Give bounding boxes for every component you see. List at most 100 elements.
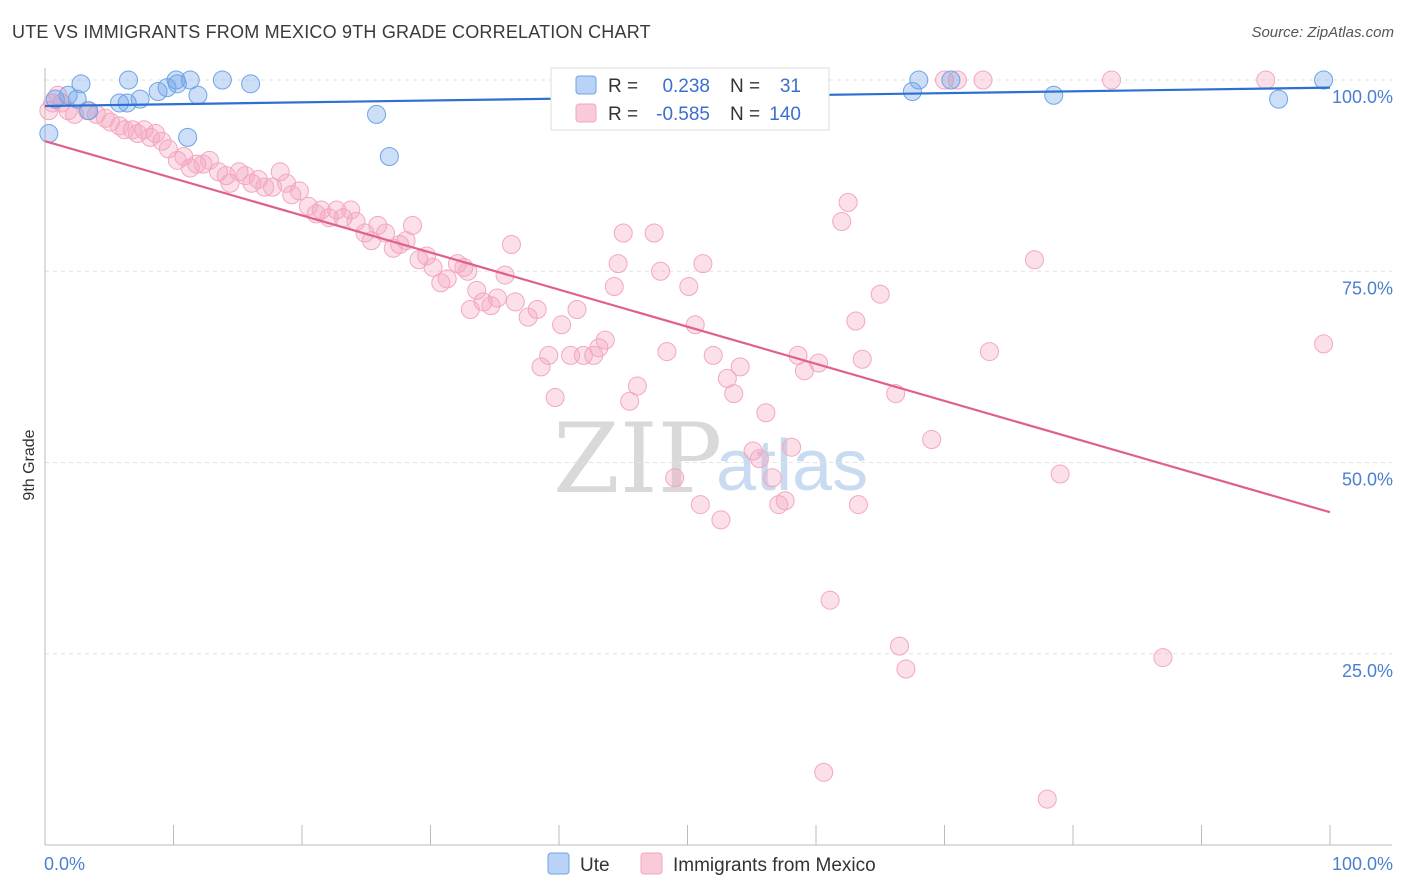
series-legend-label-ute: Ute bbox=[580, 855, 610, 876]
legend-swatch-mexico bbox=[575, 103, 597, 123]
point-ute bbox=[71, 74, 91, 94]
point-mexico bbox=[110, 116, 130, 136]
series-legend: Ute Immigrants from Mexico bbox=[547, 852, 876, 876]
point-ute bbox=[379, 147, 399, 166]
point-mexico bbox=[947, 70, 967, 90]
point-ute bbox=[67, 89, 87, 109]
stats-legend: R = 0.238 N = 31 R = -0.585 N = 140 bbox=[550, 67, 830, 131]
point-mexico bbox=[187, 154, 207, 174]
point-mexico bbox=[311, 200, 331, 220]
point-mexico bbox=[679, 277, 699, 297]
point-mexico bbox=[693, 254, 713, 274]
point-mexico bbox=[690, 495, 710, 515]
point-mexico bbox=[327, 200, 347, 220]
point-mexico bbox=[262, 177, 282, 197]
point-mexico bbox=[613, 223, 633, 243]
point-mexico bbox=[979, 342, 999, 362]
point-mexico bbox=[665, 468, 685, 488]
y-tick-label: 100.0% bbox=[1332, 87, 1393, 107]
legend-n-label-ute: N = bbox=[730, 76, 760, 97]
point-mexico bbox=[298, 196, 318, 216]
point-mexico bbox=[270, 162, 290, 182]
point-mexico bbox=[235, 166, 255, 186]
legend-r-value-mexico: -0.585 bbox=[656, 104, 710, 125]
point-ute bbox=[119, 70, 139, 90]
point-mexico bbox=[134, 120, 154, 140]
legend-n-value-mexico: 140 bbox=[769, 104, 801, 125]
point-mexico bbox=[368, 215, 388, 235]
trend-line-mexico bbox=[44, 140, 1331, 514]
series-legend-swatch-mexico bbox=[640, 852, 663, 875]
point-mexico bbox=[539, 345, 559, 365]
point-mexico bbox=[973, 70, 993, 90]
point-ute bbox=[117, 93, 137, 113]
point-mexico bbox=[1037, 789, 1057, 809]
gridlines bbox=[45, 79, 1392, 655]
point-mexico bbox=[146, 124, 166, 144]
point-mexico bbox=[782, 437, 802, 457]
point-mexico bbox=[604, 277, 624, 297]
point-mexico bbox=[289, 181, 309, 201]
point-mexico bbox=[567, 300, 587, 319]
point-ute bbox=[188, 85, 208, 105]
point-mexico bbox=[589, 338, 609, 358]
point-ute bbox=[110, 93, 130, 113]
point-mexico bbox=[852, 349, 872, 369]
point-mexico bbox=[1153, 648, 1173, 668]
point-mexico bbox=[820, 590, 840, 610]
point-ute bbox=[941, 70, 961, 90]
point-mexico bbox=[595, 330, 615, 350]
legend-n-label-mexico: N = bbox=[730, 104, 760, 125]
legend-r-value-ute: 0.238 bbox=[662, 76, 710, 97]
point-ute bbox=[367, 104, 387, 124]
point-mexico bbox=[657, 342, 677, 362]
point-mexico bbox=[711, 510, 731, 530]
legend-n-value-ute: 31 bbox=[780, 76, 801, 97]
point-mexico bbox=[756, 403, 776, 423]
point-mexico bbox=[890, 636, 910, 656]
point-mexico bbox=[846, 311, 866, 331]
point-mexico bbox=[487, 288, 507, 308]
data-points bbox=[39, 70, 1334, 809]
point-mexico bbox=[573, 345, 593, 365]
point-mexico bbox=[115, 120, 135, 140]
x-tick-label-right: 100.0% bbox=[1332, 854, 1393, 874]
point-mexico bbox=[1102, 70, 1122, 90]
point-mexico bbox=[152, 131, 172, 151]
stats-legend-box bbox=[550, 67, 830, 131]
point-ute bbox=[45, 89, 65, 109]
point-ute bbox=[1044, 85, 1064, 105]
point-mexico bbox=[848, 495, 868, 515]
point-mexico bbox=[922, 430, 942, 450]
point-mexico bbox=[814, 762, 834, 782]
point-mexico bbox=[140, 127, 160, 147]
point-mexico bbox=[423, 257, 443, 277]
point-mexico bbox=[403, 215, 423, 235]
point-ute bbox=[909, 70, 929, 90]
series-legend-label-mexico: Immigrants from Mexico bbox=[673, 855, 876, 876]
point-mexico bbox=[501, 234, 521, 254]
point-mexico bbox=[870, 284, 890, 304]
point-mexico bbox=[644, 223, 664, 243]
point-mexico bbox=[651, 261, 671, 281]
point-mexico bbox=[730, 357, 750, 377]
point-mexico bbox=[481, 296, 501, 316]
point-ute bbox=[1314, 70, 1334, 90]
point-ute bbox=[178, 127, 198, 147]
point-ute bbox=[902, 81, 922, 101]
point-ute bbox=[166, 70, 186, 90]
axes bbox=[44, 68, 1392, 846]
point-ute bbox=[39, 124, 59, 144]
point-mexico bbox=[467, 280, 487, 300]
point-mexico bbox=[527, 300, 547, 319]
y-tick-label: 25.0% bbox=[1342, 661, 1393, 681]
legend-r-label-ute: R = bbox=[608, 76, 638, 97]
x-tick-label-left: 0.0% bbox=[44, 854, 85, 874]
point-mexico bbox=[896, 659, 916, 679]
point-mexico bbox=[545, 387, 565, 407]
point-mexico bbox=[1314, 334, 1334, 354]
chart-title: UTE VS IMMIGRANTS FROM MEXICO 9TH GRADE … bbox=[12, 22, 651, 42]
point-ute bbox=[212, 70, 232, 90]
watermark-zip: ZIP bbox=[553, 403, 722, 515]
